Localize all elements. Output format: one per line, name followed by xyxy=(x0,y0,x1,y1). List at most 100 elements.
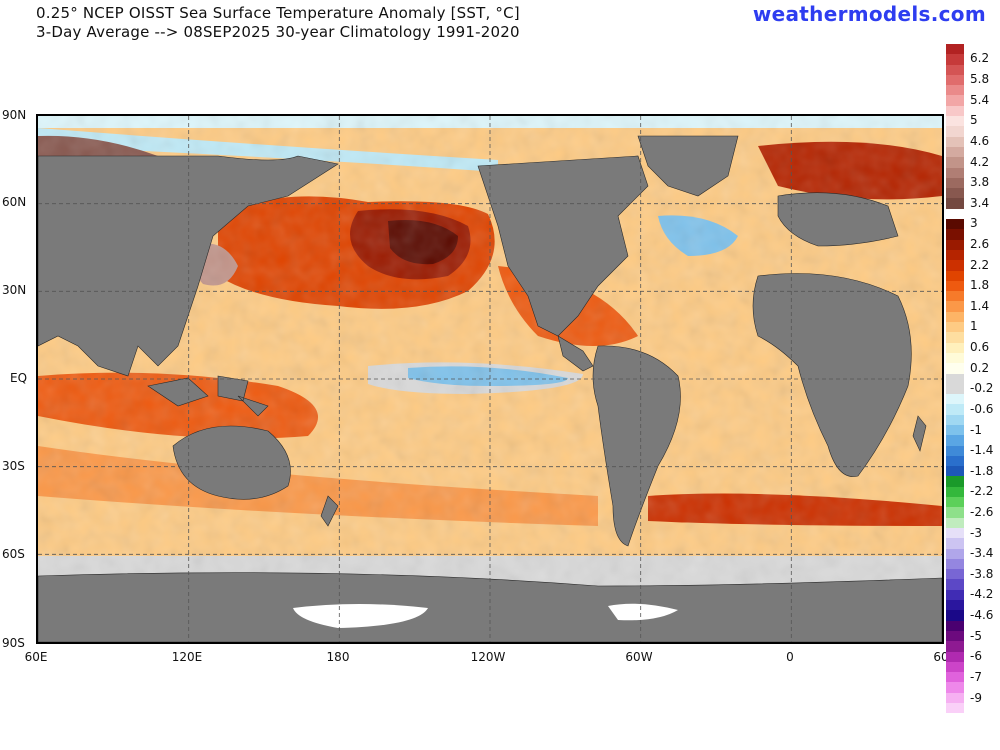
colorbar-tick-label: -3.4 xyxy=(970,546,994,561)
colorbar-tick-label: -5 xyxy=(970,628,982,643)
lat-label: 60S xyxy=(2,547,25,561)
colorbar-tick-label: 3.8 xyxy=(970,175,990,190)
colorbar-swatch xyxy=(946,383,964,395)
colorbar-swatch xyxy=(946,455,964,467)
lon-label: 0 xyxy=(786,650,794,664)
colorbar-swatch xyxy=(946,342,964,353)
colorbar-swatch xyxy=(946,208,964,220)
colorbar-swatch xyxy=(946,692,964,703)
colorbar-tick-label: -1 xyxy=(970,422,982,437)
weddell-ice-shelf xyxy=(608,603,678,621)
colorbar-tick-label: -9 xyxy=(970,690,982,705)
lon-label: 60W xyxy=(625,650,653,664)
colorbar-tick-label: 0.2 xyxy=(970,360,990,375)
africa xyxy=(752,273,912,477)
colorbar-tick-label: 2.6 xyxy=(970,237,990,251)
colorbar-tick-label: 1 xyxy=(970,319,978,334)
colorbar-swatch xyxy=(946,600,964,611)
colorbar-swatch xyxy=(946,630,964,642)
colorbar-swatch xyxy=(946,486,964,498)
anomaly-map[interactable] xyxy=(36,114,944,644)
lat-label: 90S xyxy=(2,636,25,650)
colorbar-swatch xyxy=(946,558,964,570)
colorbar-tick-label: 3 xyxy=(970,216,978,231)
colorbar-tick-label: -2.6 xyxy=(970,505,994,519)
colorbar-swatch xyxy=(946,651,964,662)
colorbar-tick-label: -4.6 xyxy=(970,608,994,623)
colorbar-swatch xyxy=(946,229,964,240)
colorbar-swatch xyxy=(946,54,964,65)
colorbar-swatch xyxy=(946,507,964,518)
colorbar-swatch xyxy=(946,188,964,199)
colorbar-tick-label: 2.2 xyxy=(970,257,990,272)
colorbar-swatch xyxy=(946,414,964,425)
colorbar-tick-label: -1.4 xyxy=(970,443,994,458)
colorbar-tick-label: 5 xyxy=(970,113,978,128)
colorbar-tick-label: -4.2 xyxy=(970,587,994,602)
north-america xyxy=(477,155,649,337)
colorbar-swatch xyxy=(946,682,964,693)
colorbar-swatch xyxy=(946,569,964,580)
colorbar-swatch xyxy=(946,85,964,96)
colorbar-tick-label: 1.4 xyxy=(970,298,990,313)
lon-label: 120E xyxy=(171,650,203,664)
colorbar-tick-label: 4.2 xyxy=(970,154,990,169)
colorbar-swatch xyxy=(946,291,964,302)
south-america xyxy=(592,345,681,547)
colorbar-tick-label: 5.4 xyxy=(970,92,990,107)
colorbar-tick-label: -2.2 xyxy=(970,484,994,499)
colorbar-swatch xyxy=(946,394,964,405)
colorbar-swatch xyxy=(946,404,964,415)
colorbar-swatch xyxy=(946,311,964,323)
colorbar-tick-label: -7 xyxy=(970,669,982,684)
colorbar-swatch xyxy=(946,116,964,127)
colorbar-swatch xyxy=(946,219,964,230)
colorbar-swatch xyxy=(946,373,964,384)
colorbar-swatch xyxy=(946,424,964,436)
graticule xyxy=(38,116,942,642)
colorbar-swatch xyxy=(946,270,964,281)
colorbar-swatch xyxy=(946,74,964,86)
colorbar-swatch xyxy=(946,589,964,601)
colorbar-swatch xyxy=(946,641,964,652)
colorbar-swatch xyxy=(946,620,964,631)
anomaly-map-svg xyxy=(38,116,942,642)
new-zealand xyxy=(320,495,339,527)
colorbar-swatch xyxy=(946,249,964,261)
colorbar-swatch xyxy=(946,146,964,158)
colorbar-swatch xyxy=(946,579,964,590)
lon-label: 60 xyxy=(933,650,949,664)
colorbar-swatch xyxy=(946,527,964,539)
brand-link[interactable]: weathermodels.com xyxy=(752,2,986,26)
colorbar-swatch xyxy=(946,239,964,250)
lon-label: 180 xyxy=(326,650,350,664)
colorbar-tick-label: -0.6 xyxy=(970,401,994,416)
colorbar-swatch xyxy=(946,538,964,549)
colorbar-swatch xyxy=(946,167,964,178)
colorbar-swatch xyxy=(946,260,964,271)
colorbar-swatch xyxy=(946,610,964,621)
colorbar-swatch xyxy=(946,177,964,189)
colorbar-swatch xyxy=(946,301,964,312)
colorbar-swatch xyxy=(946,136,964,147)
colorbar-swatch xyxy=(946,476,964,487)
colorbar-swatch xyxy=(946,198,964,209)
colorbar-swatch xyxy=(946,672,964,683)
lon-label: 60E xyxy=(24,650,48,664)
colorbar-tick-label: 3.4 xyxy=(970,195,990,210)
colorbar-swatch xyxy=(946,548,964,559)
colorbar-swatch xyxy=(946,280,964,292)
ross-ice-shelf xyxy=(293,604,428,628)
europe xyxy=(777,192,899,247)
colorbar-tick-label: -3 xyxy=(970,525,982,540)
colorbar-swatch xyxy=(946,322,964,333)
colorbar-swatch xyxy=(946,445,964,456)
colorbar-swatch xyxy=(946,126,964,137)
australia xyxy=(172,425,291,500)
ice-shelves xyxy=(293,603,678,628)
central-america xyxy=(557,335,594,372)
colorbar-swatch xyxy=(946,363,964,374)
colorbar-swatch xyxy=(946,703,964,714)
colorbar-swatch xyxy=(946,497,964,508)
colorbar-swatch xyxy=(946,517,964,528)
